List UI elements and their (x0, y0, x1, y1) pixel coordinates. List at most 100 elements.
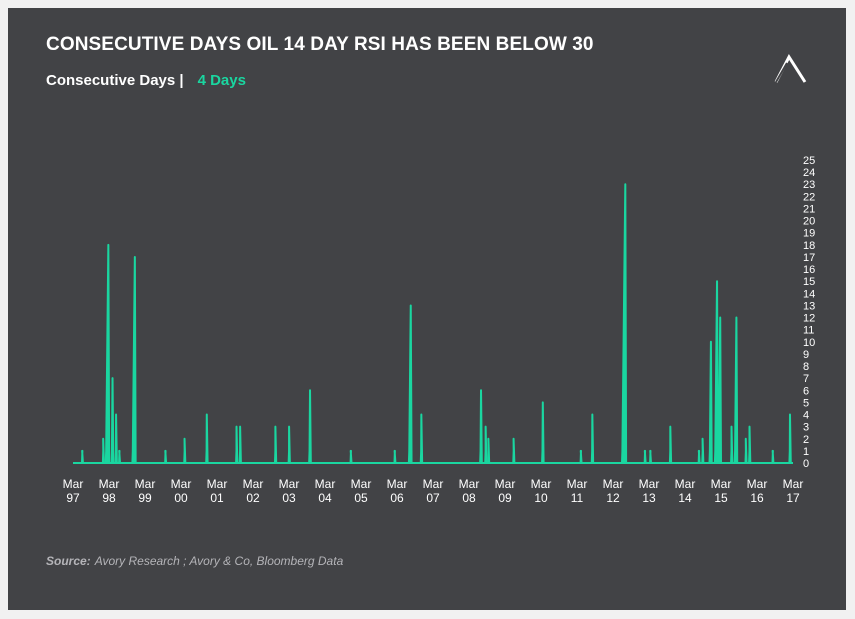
x-tick-label-month: Mar (459, 477, 480, 491)
x-tick-label-year: 07 (426, 491, 440, 505)
y-tick-label: 12 (803, 313, 815, 325)
x-tick-label-month: Mar (207, 477, 228, 491)
streak-spike (110, 377, 115, 464)
x-tick-label-month: Mar (279, 477, 300, 491)
streak-spike (479, 389, 483, 464)
series-layer (73, 183, 793, 464)
legend-label: Consecutive Days | (46, 72, 184, 89)
y-tick-label: 6 (803, 385, 809, 397)
x-tick-label-year: 05 (354, 491, 368, 505)
x-tick-label-month: Mar (711, 477, 732, 491)
streak-spike (643, 449, 647, 464)
streak-spike (788, 413, 792, 464)
streak-spike (114, 413, 118, 464)
x-tick-label-year: 01 (210, 491, 224, 505)
x-tick-label-month: Mar (747, 477, 768, 491)
legend-value: 4 Days (197, 72, 246, 89)
y-tick-label: 23 (803, 179, 815, 191)
streak-spike (744, 437, 748, 464)
streak-spike (621, 183, 628, 464)
x-tick-label-month: Mar (567, 477, 588, 491)
x-tick-label-month: Mar (423, 477, 444, 491)
streak-spike (708, 340, 713, 464)
streak-spike (748, 425, 752, 464)
streak-spike (118, 449, 122, 464)
streak-spike (512, 437, 516, 464)
y-tick-label: 22 (803, 191, 815, 203)
x-tick-label-month: Mar (387, 477, 408, 491)
x-tick-label-year: 11 (571, 491, 584, 505)
streak-spike (733, 316, 739, 464)
y-tick-label: 11 (803, 325, 814, 337)
y-tick-label: 10 (803, 337, 815, 349)
y-tick-label: 3 (803, 422, 809, 434)
y-tick-label: 5 (803, 397, 809, 409)
x-tick-label-year: 12 (606, 491, 620, 505)
streak-spike (771, 449, 775, 464)
x-tick-label-month: Mar (135, 477, 156, 491)
y-tick-label: 1 (803, 446, 809, 458)
streak-spike (717, 316, 723, 464)
streak-spike (419, 413, 424, 464)
x-tick-label-year: 08 (462, 491, 476, 505)
x-tick-label-year: 04 (318, 491, 332, 505)
y-tick-label: 14 (803, 288, 815, 300)
x-tick-label-year: 09 (498, 491, 512, 505)
x-tick-label-year: 03 (282, 491, 296, 505)
x-tick-label-month: Mar (315, 477, 336, 491)
x-tick-label-month: Mar (675, 477, 696, 491)
streak-spike (104, 243, 111, 464)
x-tick-label-year: 02 (246, 491, 260, 505)
y-tick-label: 25 (803, 155, 815, 167)
streak-spike (579, 449, 583, 464)
y-tick-label: 7 (803, 373, 809, 385)
streak-spike (701, 437, 705, 464)
chart-panel: CONSECUTIVE DAYS OIL 14 DAY RSI HAS BEEN… (8, 8, 846, 610)
y-tick-label: 8 (803, 361, 809, 373)
streak-spike (273, 425, 278, 464)
streak-spike (164, 449, 168, 464)
x-tick-label-year: 99 (138, 491, 152, 505)
y-tick-label: 15 (803, 276, 815, 288)
x-tick-label-month: Mar (99, 477, 120, 491)
streak-spike (407, 304, 413, 464)
x-tick-label-year: 97 (66, 491, 80, 505)
streak-spike (484, 425, 488, 464)
x-tick-label-month: Mar (63, 477, 84, 491)
streak-spike (235, 425, 239, 464)
y-tick-label: 2 (803, 434, 809, 446)
x-tick-label-month: Mar (351, 477, 372, 491)
streak-spike (101, 437, 105, 464)
streak-spike (349, 449, 353, 464)
streak-spike (541, 401, 545, 464)
y-tick-label: 19 (803, 228, 815, 240)
y-tick-label: 13 (803, 300, 815, 312)
x-tick-label-year: 16 (750, 491, 764, 505)
chart-title: CONSECUTIVE DAYS OIL 14 DAY RSI HAS BEEN… (46, 34, 594, 55)
x-tick-label-year: 15 (714, 491, 728, 505)
axis-layer: 0123456789101112131415161718192021222324… (63, 155, 816, 505)
x-tick-label-year: 17 (786, 491, 800, 505)
streak-spike (590, 413, 595, 464)
x-tick-label-month: Mar (639, 477, 660, 491)
streak-spike (131, 255, 137, 464)
y-tick-label: 17 (803, 252, 815, 264)
y-tick-label: 21 (803, 203, 815, 215)
y-tick-label: 18 (803, 240, 815, 252)
legend: Consecutive Days | 4 Days (46, 72, 246, 89)
streak-spike (668, 425, 673, 464)
source-text: Avory Research ; Avory & Co, Bloomberg D… (94, 554, 344, 568)
streak-spike (81, 449, 84, 464)
y-tick-label: 4 (803, 410, 809, 422)
x-tick-label-year: 13 (642, 491, 656, 505)
y-tick-label: 9 (803, 349, 809, 361)
x-tick-label-month: Mar (531, 477, 552, 491)
y-tick-label: 24 (803, 167, 815, 179)
x-tick-label-year: 98 (102, 491, 116, 505)
streak-spike (649, 449, 653, 464)
streak-spike (308, 389, 312, 464)
y-tick-label: 16 (803, 264, 815, 276)
y-tick-label: 0 (803, 458, 809, 470)
source-note: Source: Avory Research ; Avory & Co, Bloo… (46, 554, 343, 568)
